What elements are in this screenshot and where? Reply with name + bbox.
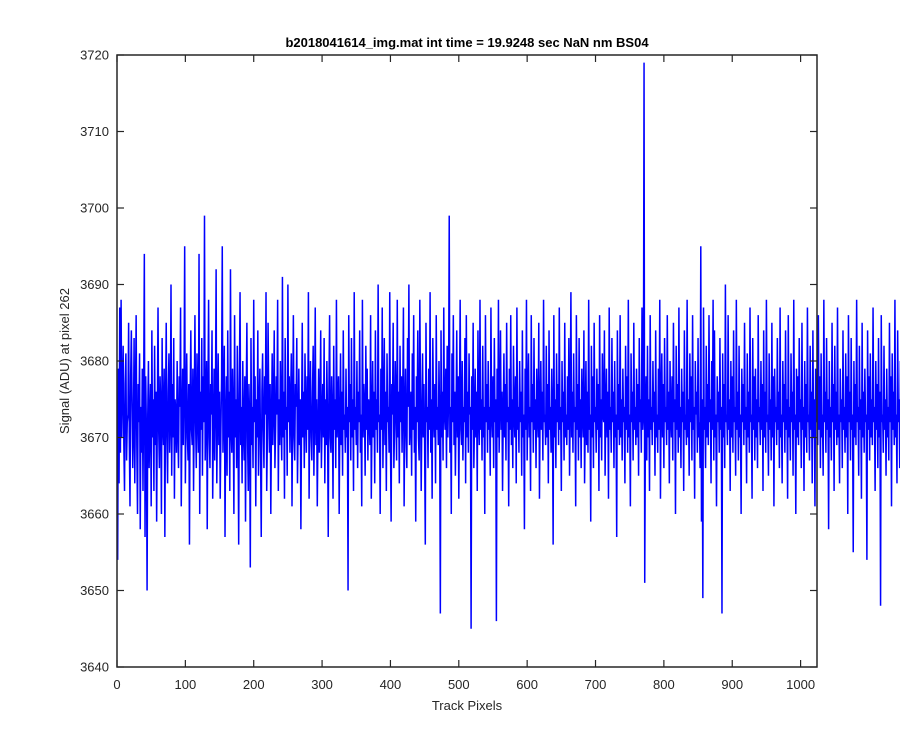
ticks: 0 100 200 300 400 500 600 700 800 900 1000 3640 3650… <box>80 48 817 692</box>
y-tick-label: 3690 <box>80 277 109 292</box>
x-tick-label: 200 <box>243 677 265 692</box>
y-tick-label: 3660 <box>80 507 109 522</box>
y-tick-label: 3650 <box>80 583 109 598</box>
x-axis-label: Track Pixels <box>432 698 503 713</box>
chart-title: b2018041614_img.mat int time = 19.9248 s… <box>285 35 649 50</box>
x-tick-label: 0 <box>113 677 120 692</box>
y-tick-label: 3680 <box>80 354 109 369</box>
y-tick-label: 3640 <box>80 660 109 675</box>
x-tick-label: 1000 <box>786 677 815 692</box>
x-tick-label: 700 <box>585 677 607 692</box>
series-layer <box>116 62 900 629</box>
x-tick-label: 100 <box>175 677 197 692</box>
x-tick-label: 400 <box>380 677 402 692</box>
y-tick-label: 3710 <box>80 124 109 139</box>
x-tick-label: 300 <box>311 677 333 692</box>
x-tick-label: 500 <box>448 677 470 692</box>
y-tick-label: 3720 <box>80 48 109 63</box>
y-tick-label: 3670 <box>80 430 109 445</box>
series-line-0 <box>116 62 900 629</box>
y-axis-label: Signal (ADU) at pixel 262 <box>57 288 72 434</box>
x-tick-label: 900 <box>721 677 743 692</box>
x-tick-label: 600 <box>516 677 538 692</box>
y-tick-label: 3700 <box>80 201 109 216</box>
x-tick-label: 800 <box>653 677 675 692</box>
